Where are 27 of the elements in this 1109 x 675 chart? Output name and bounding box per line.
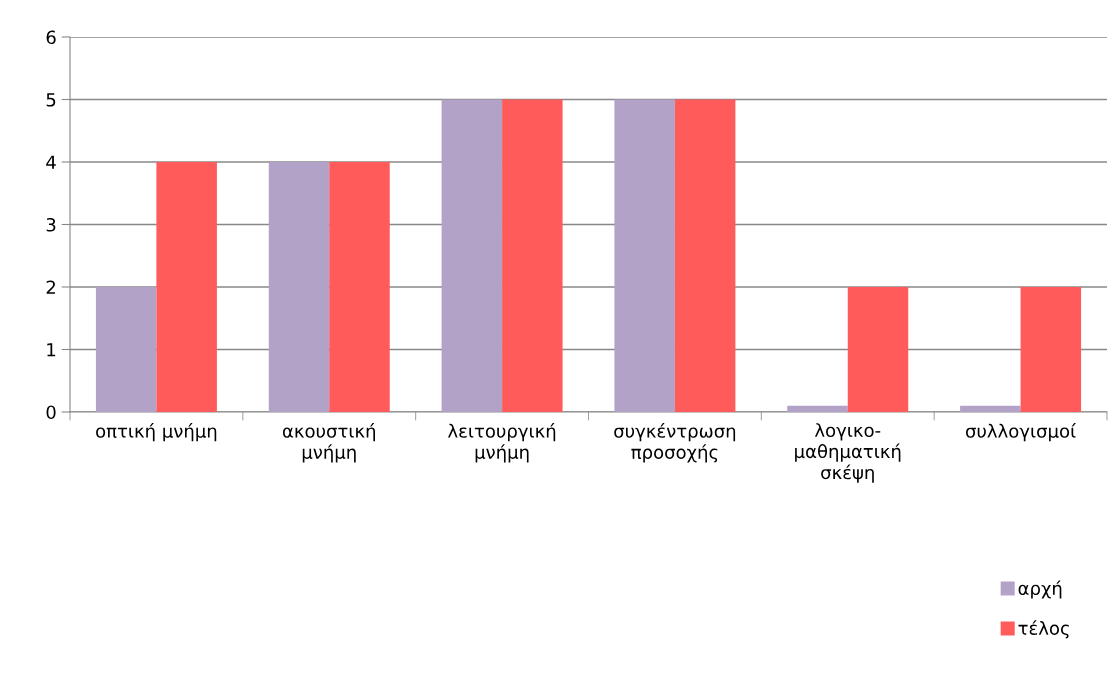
legend-label: τέλος	[1018, 620, 1069, 639]
y-tick-label: 4	[46, 155, 56, 169]
bar	[960, 405, 1021, 412]
x-tick-label: οπτική μνήμη	[96, 423, 217, 442]
x-tick-label: λογικο- μαθηματική σκέψη	[795, 423, 901, 483]
bar	[156, 162, 217, 412]
y-tick-label: 3	[46, 217, 56, 232]
y-tick-label: 5	[46, 93, 56, 107]
bar	[441, 99, 503, 412]
legend-label: αρχή	[1018, 580, 1062, 599]
bar	[674, 99, 736, 412]
bar	[268, 162, 330, 412]
y-tick-label: 2	[46, 280, 55, 294]
bar	[329, 162, 390, 412]
y-tick-label: 1	[47, 343, 56, 357]
x-tick-label: ακουστική μνήμη	[282, 423, 375, 463]
x-tick-label: συγκέντρωση προσοχής	[614, 423, 736, 463]
bar	[614, 99, 675, 412]
y-tick-label: 6	[46, 30, 56, 45]
bar	[847, 287, 909, 412]
y-tick-label: 0	[46, 405, 56, 420]
x-tick-label: συλλογισμοί	[965, 423, 1076, 442]
bar	[502, 99, 563, 412]
bar	[1020, 287, 1082, 412]
bar	[95, 287, 157, 412]
x-tick-label: λειτουργική μνήμη	[447, 423, 556, 463]
bar	[787, 405, 848, 412]
